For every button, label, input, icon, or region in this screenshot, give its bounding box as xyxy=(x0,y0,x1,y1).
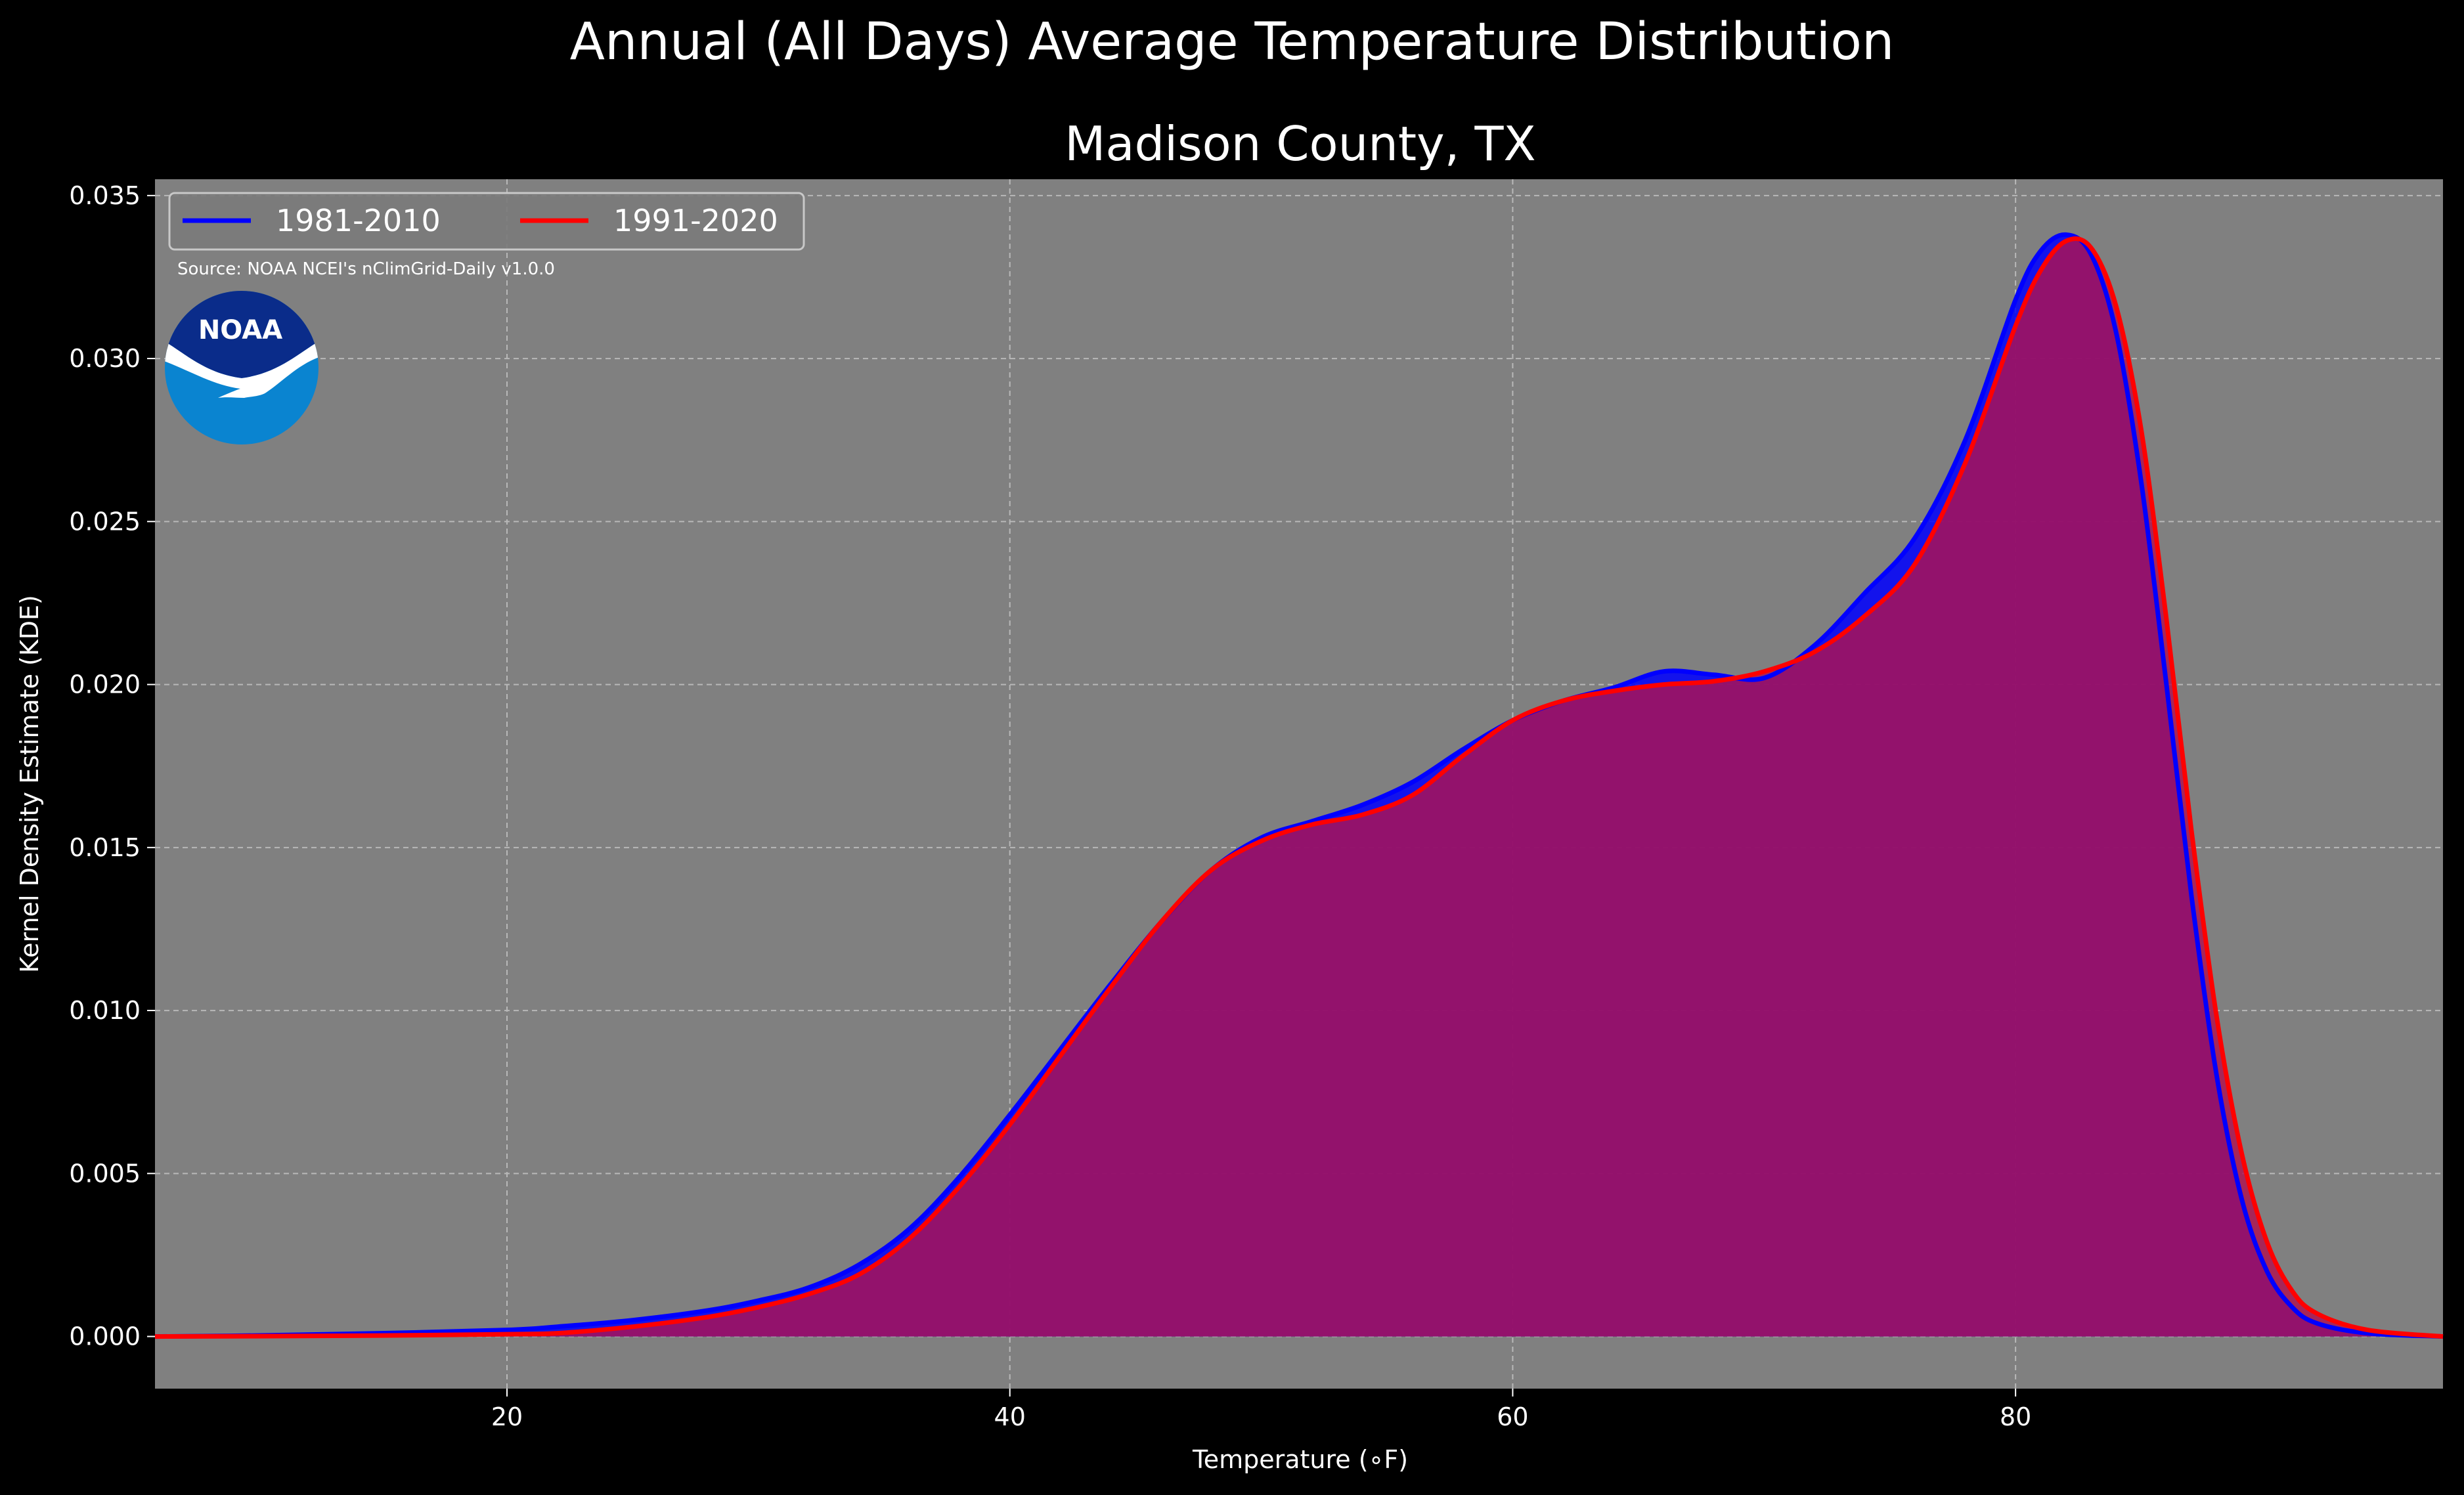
y-tick-label: 0.010 xyxy=(69,996,141,1025)
source-note: Source: NOAA NCEI's nClimGrid-Daily v1.0… xyxy=(177,259,555,279)
x-tick-label: 40 xyxy=(994,1402,1026,1431)
legend-label: 1981-2010 xyxy=(276,203,441,238)
x-tick-label: 20 xyxy=(491,1402,523,1431)
logo-text: NOAA xyxy=(198,315,282,345)
y-tick-label: 0.000 xyxy=(69,1322,141,1351)
legend: 1981-2010 1991-2020 xyxy=(168,192,805,251)
series-lines xyxy=(154,232,2444,1339)
legend-box xyxy=(168,192,805,251)
y-tick-label: 0.005 xyxy=(69,1159,141,1188)
x-tick-label: 60 xyxy=(1497,1402,1528,1431)
figure-suptitle: Annual (All Days) Average Temperature Di… xyxy=(570,12,1895,72)
chart-title: Madison County, TX xyxy=(1065,116,1536,171)
y-tick-label: 0.030 xyxy=(69,344,141,373)
x-tick-label: 80 xyxy=(2000,1402,2031,1431)
logo-bird xyxy=(165,336,319,398)
y-axis-label: Kernel Density Estimate (KDE) xyxy=(15,595,44,973)
y-tick-label: 0.020 xyxy=(69,670,141,699)
logo-top-band xyxy=(165,291,319,378)
y-tick-label: 0.015 xyxy=(69,833,141,862)
y-tick-label: 0.025 xyxy=(69,507,141,536)
series-fills xyxy=(155,234,2443,1337)
y-tick-label: 0.035 xyxy=(69,181,141,210)
legend-label: 1991-2020 xyxy=(613,203,778,238)
series-line-1981-2010 xyxy=(154,232,2444,1339)
noaa-logo-icon: NOAA xyxy=(165,291,319,444)
x-axis-label: Temperature (∘F) xyxy=(1192,1445,1408,1474)
series-line-1991-2020 xyxy=(154,236,2444,1339)
series-fill-1991-2020 xyxy=(155,238,2443,1337)
axes: 20 40 60 80 0.000 0.005 0.010 0.015 0.020 0.025 0.… xyxy=(69,181,2031,1431)
